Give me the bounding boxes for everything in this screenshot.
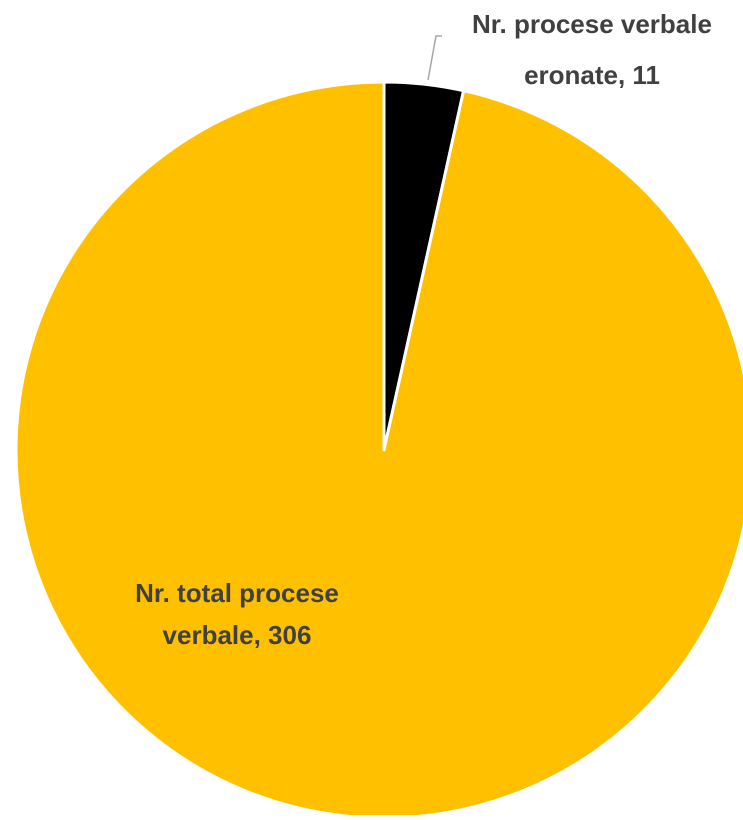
label-eronate-line1: Nr. procese verbale: [472, 9, 712, 39]
label-total-line1: Nr. total procese: [135, 578, 339, 608]
label-total-line2: verbale, 306: [163, 620, 312, 650]
slices-layer: [14, 80, 743, 820]
label-eronate-line2: eronate, 11: [524, 60, 660, 90]
pie-slice-1: [14, 80, 743, 820]
leader-line-eronate: [427, 35, 442, 81]
